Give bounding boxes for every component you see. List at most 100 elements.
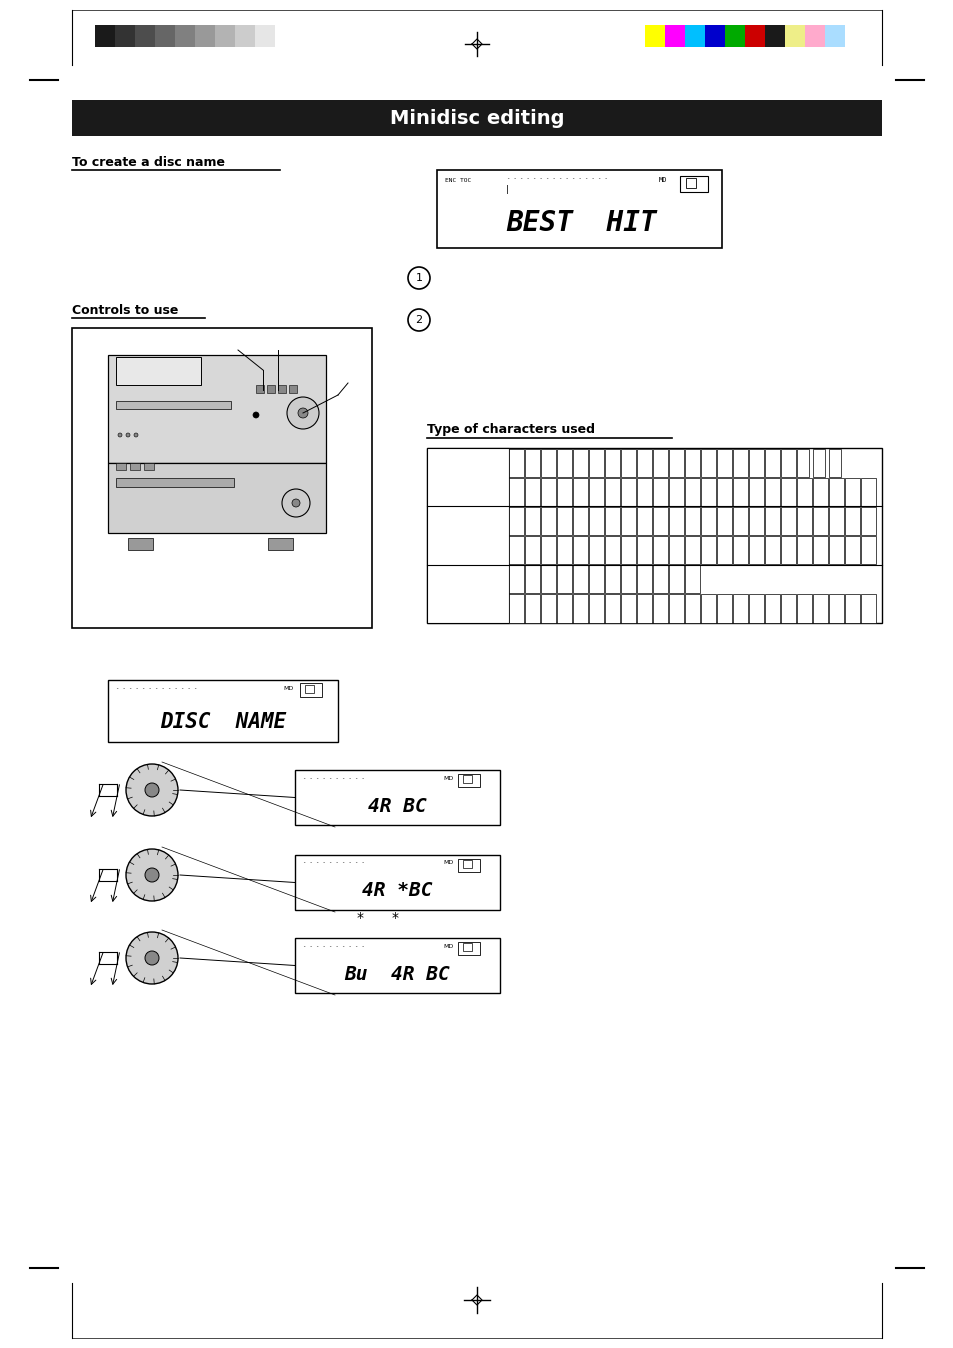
Bar xyxy=(749,537,763,565)
Bar xyxy=(637,594,652,623)
Bar xyxy=(700,507,716,535)
Text: Minidisc editing: Minidisc editing xyxy=(390,108,563,128)
Bar xyxy=(797,507,812,535)
Bar xyxy=(620,507,636,535)
Bar xyxy=(214,26,234,47)
Bar xyxy=(525,537,540,565)
Bar xyxy=(685,178,696,187)
Bar xyxy=(669,565,684,593)
Bar xyxy=(781,594,796,623)
Text: - - - - - - - - - -: - - - - - - - - - - xyxy=(303,860,364,865)
Bar xyxy=(589,537,604,565)
Bar xyxy=(744,26,764,47)
Bar xyxy=(294,855,499,910)
Bar xyxy=(294,938,499,993)
Bar xyxy=(685,477,700,506)
Bar xyxy=(861,507,876,535)
Text: *: * xyxy=(356,911,363,925)
Bar xyxy=(541,537,556,565)
Circle shape xyxy=(292,499,299,507)
Bar xyxy=(509,449,524,477)
Bar xyxy=(764,537,780,565)
Bar xyxy=(733,507,748,535)
Circle shape xyxy=(282,489,310,518)
Bar xyxy=(289,386,296,394)
Circle shape xyxy=(126,433,130,437)
Bar xyxy=(525,477,540,506)
Circle shape xyxy=(126,931,178,984)
Circle shape xyxy=(133,433,138,437)
Circle shape xyxy=(145,783,159,797)
Bar xyxy=(749,594,763,623)
Bar xyxy=(95,26,115,47)
Bar xyxy=(605,449,619,477)
Bar xyxy=(844,537,860,565)
Bar xyxy=(764,449,780,477)
Bar xyxy=(685,537,700,565)
Bar xyxy=(844,594,860,623)
Bar xyxy=(525,565,540,593)
Text: |: | xyxy=(504,186,509,194)
Bar xyxy=(457,942,479,954)
Text: - - - - - - - - - -: - - - - - - - - - - xyxy=(303,944,364,949)
Bar xyxy=(700,594,716,623)
Bar xyxy=(128,538,152,550)
Bar xyxy=(797,477,812,506)
Bar xyxy=(144,462,153,470)
Bar xyxy=(116,462,126,470)
Bar xyxy=(813,594,827,623)
Bar xyxy=(669,594,684,623)
Bar xyxy=(704,26,724,47)
Bar xyxy=(733,537,748,565)
Bar xyxy=(861,477,876,506)
Bar xyxy=(637,507,652,535)
Text: *: * xyxy=(391,911,398,925)
Bar xyxy=(277,386,286,394)
Bar xyxy=(174,26,194,47)
Bar xyxy=(653,477,668,506)
Bar xyxy=(620,537,636,565)
Bar xyxy=(108,462,326,532)
Bar xyxy=(116,479,233,487)
Bar xyxy=(685,594,700,623)
Circle shape xyxy=(118,433,122,437)
Bar xyxy=(605,594,619,623)
Bar xyxy=(813,507,827,535)
Bar xyxy=(605,565,619,593)
Bar xyxy=(541,477,556,506)
Bar xyxy=(557,565,572,593)
Bar xyxy=(525,449,540,477)
Text: MD: MD xyxy=(442,775,453,780)
Bar xyxy=(194,26,214,47)
Text: BEST  HIT: BEST HIT xyxy=(506,209,657,237)
Bar xyxy=(589,449,604,477)
Bar xyxy=(764,594,780,623)
Bar xyxy=(717,537,732,565)
Text: Controls to use: Controls to use xyxy=(71,303,178,317)
Bar xyxy=(717,507,732,535)
Bar xyxy=(644,26,664,47)
Bar xyxy=(457,774,479,787)
Bar xyxy=(116,357,201,386)
Bar xyxy=(573,507,588,535)
Bar xyxy=(700,477,716,506)
Bar xyxy=(274,26,294,47)
Bar xyxy=(781,449,796,477)
Bar xyxy=(797,594,812,623)
Bar xyxy=(509,477,524,506)
Bar xyxy=(115,26,135,47)
Bar xyxy=(462,775,472,783)
Circle shape xyxy=(287,398,318,429)
Bar xyxy=(427,448,509,623)
Bar xyxy=(669,507,684,535)
Bar xyxy=(781,537,796,565)
Bar xyxy=(637,477,652,506)
Bar xyxy=(653,594,668,623)
Bar xyxy=(781,477,796,506)
Text: - - - - - - - - - - - - - - - -: - - - - - - - - - - - - - - - - xyxy=(506,177,607,182)
Bar xyxy=(509,565,524,593)
Bar xyxy=(557,507,572,535)
Bar xyxy=(861,594,876,623)
Circle shape xyxy=(297,408,308,418)
Bar xyxy=(679,177,707,191)
